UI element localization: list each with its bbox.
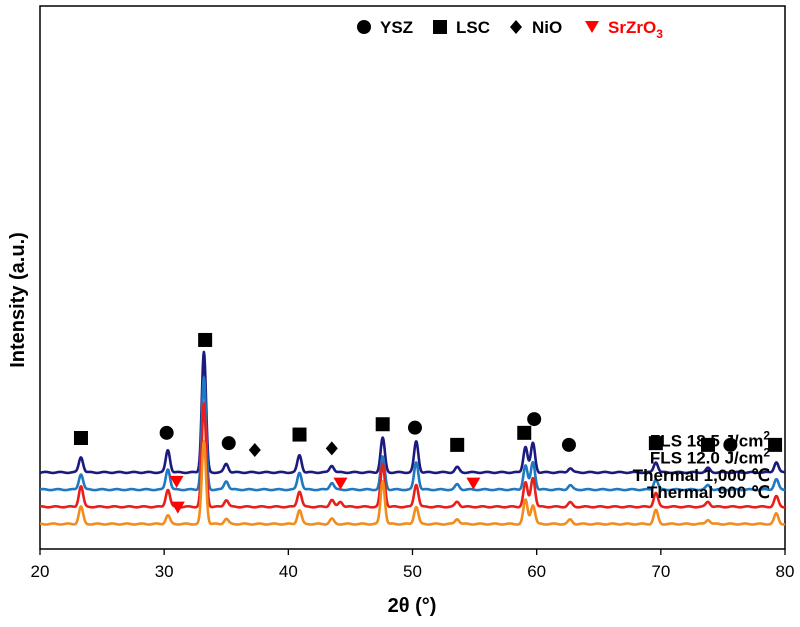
triangle-down-marker (466, 477, 481, 490)
series-line (39, 350, 786, 475)
series-line (39, 401, 786, 509)
square-marker (701, 437, 716, 452)
x-axis-ticks: 20 30 40 50 60 70 80 (31, 549, 795, 581)
circle-marker (561, 437, 576, 452)
legend-square-icon (433, 20, 447, 34)
circle-marker (221, 436, 236, 451)
triangle-down-marker (333, 477, 348, 490)
square-marker (292, 427, 307, 442)
square-marker (517, 425, 532, 440)
square-marker (73, 431, 88, 445)
legend: YSZ LSC NiO SrZrO3 (357, 18, 663, 41)
x-tick-label: 30 (155, 562, 174, 581)
circle-marker (723, 437, 738, 452)
legend-diamond-icon (510, 20, 522, 34)
phase-markers (73, 332, 783, 514)
series-traces (39, 350, 786, 526)
series-label: FLS 18.5 J/cm2 (650, 428, 770, 450)
square-marker (450, 437, 465, 452)
x-tick-label: 20 (31, 562, 50, 581)
legend-label: NiO (532, 18, 562, 37)
circle-marker (159, 425, 174, 440)
y-axis-title: Intensity (a.u.) (7, 232, 29, 368)
square-marker (768, 437, 783, 452)
x-tick-label: 70 (651, 562, 670, 581)
triangle-down-marker (170, 501, 185, 514)
series-line (39, 376, 786, 492)
square-marker (198, 332, 213, 347)
x-tick-label: 80 (776, 562, 795, 581)
legend-circle-icon (357, 20, 371, 34)
diamond-marker (248, 443, 261, 458)
legend-triangle-down-icon (585, 21, 599, 33)
square-marker (375, 417, 390, 432)
legend-label: SrZrO3 (608, 18, 663, 41)
square-marker (648, 436, 663, 451)
x-tick-label: 40 (279, 562, 298, 581)
series-label: FLS 12.0 J/cm2 (650, 446, 770, 468)
diamond-marker (325, 441, 338, 456)
x-tick-label: 60 (527, 562, 546, 581)
legend-label: LSC (456, 18, 490, 37)
series-line (39, 440, 786, 526)
series-label: Thermal 1,000 ℃ (633, 466, 770, 485)
circle-marker (527, 412, 542, 427)
x-axis-title: 2θ (°) (388, 595, 437, 617)
legend-label: YSZ (380, 18, 413, 37)
circle-marker (407, 420, 422, 435)
triangle-down-marker (169, 475, 184, 488)
series-label: Thermal 900 ℃ (647, 483, 770, 502)
x-tick-label: 50 (403, 562, 422, 581)
